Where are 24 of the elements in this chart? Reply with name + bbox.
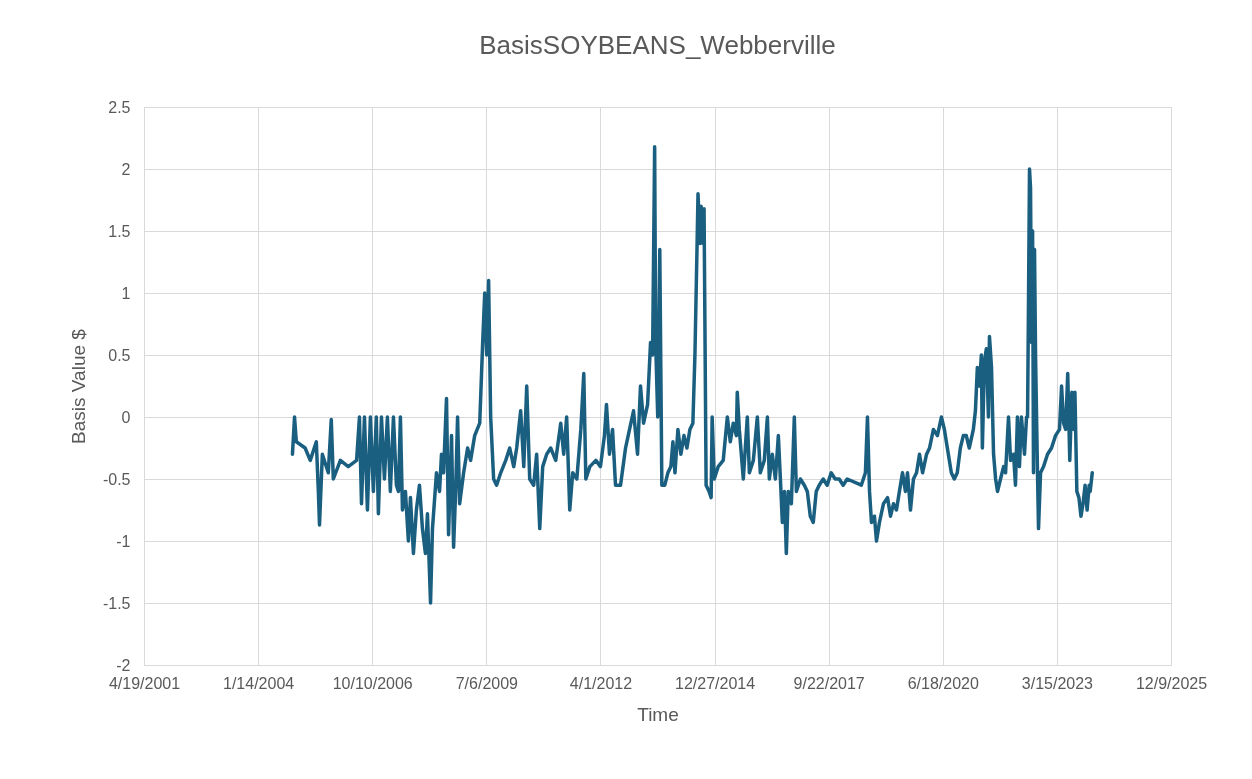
- y-tick-label: -1.5: [102, 594, 131, 612]
- y-tick-label: 0.5: [108, 346, 131, 364]
- x-tick-label: 4/19/2001: [108, 674, 181, 692]
- x-tick-label: 6/18/2020: [907, 674, 979, 692]
- y-tick-label: -2: [116, 656, 131, 674]
- y-tick-label: -1: [116, 532, 131, 550]
- x-tick-label: 12/9/2025: [1135, 674, 1208, 692]
- y-tick-label: -0.5: [102, 470, 131, 488]
- x-tick-label: 12/27/2014: [675, 674, 756, 692]
- x-tick-label: 1/14/2004: [223, 674, 295, 692]
- x-tick-label: 4/1/2012: [569, 674, 633, 692]
- y-tick-label: 0: [121, 408, 131, 426]
- chart-title: BasisSOYBEANS_Webberville: [479, 30, 836, 60]
- x-tick-label: 7/6/2009: [455, 674, 519, 692]
- y-tick-label: 1.5: [108, 222, 131, 240]
- x-axis-title: Time: [637, 703, 679, 725]
- x-tick-label: 9/22/2017: [793, 674, 865, 692]
- x-tick-label: 3/15/2023: [1021, 674, 1094, 692]
- y-tick-label: 2.5: [108, 98, 131, 116]
- x-tick-label: 10/10/2006: [332, 674, 413, 692]
- y-tick-label: 2: [121, 160, 131, 178]
- line-series: [290, 144, 1095, 605]
- y-tick-label: 1: [121, 284, 131, 302]
- y-axis-title: Basis Value $: [67, 328, 89, 444]
